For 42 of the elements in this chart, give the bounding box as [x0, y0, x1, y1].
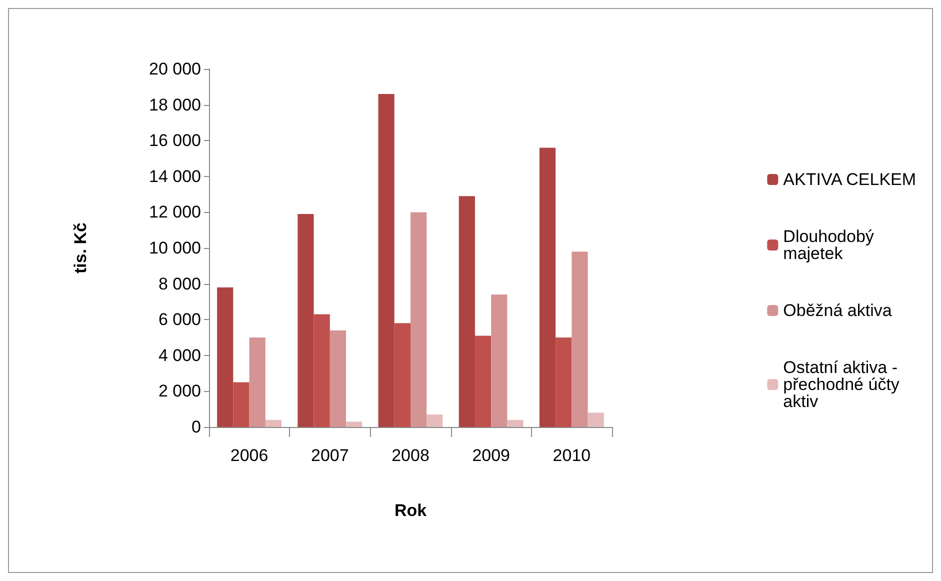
x-tick-label: 2010 [552, 446, 591, 465]
legend-label: Dlouhodobý majetek [783, 227, 879, 263]
bar [298, 214, 314, 427]
bar [507, 420, 524, 427]
bar [426, 414, 443, 427]
y-tick-label: 16 000 [149, 131, 201, 150]
y-tick-label: 14 000 [149, 166, 201, 186]
bar [249, 338, 266, 427]
bar [394, 323, 410, 427]
bar [330, 330, 346, 427]
bar [458, 196, 475, 427]
x-tick-label: 2007 [310, 446, 349, 465]
x-tick-label: 2009 [472, 446, 510, 465]
bar [410, 212, 427, 427]
y-tick-label: 2 000 [158, 382, 201, 401]
y-axis-title: tis. Kč [71, 222, 90, 274]
bar [346, 422, 362, 427]
legend-label: Oběžná aktiva [783, 301, 892, 320]
x-tick-label: 2008 [392, 446, 430, 465]
bar [314, 314, 330, 427]
y-tick-label: 18 000 [149, 95, 201, 114]
bar [378, 94, 394, 427]
bar [491, 294, 508, 427]
x-tick-label: 2006 [230, 446, 268, 465]
y-tick-label: 8 000 [158, 274, 201, 294]
bar [233, 382, 250, 427]
bar [539, 148, 556, 427]
y-tick-label: 10 000 [149, 238, 201, 258]
legend-label: Ostatní aktiva - přechodné účty aktiv [783, 358, 904, 411]
y-tick-label: 12 000 [149, 202, 201, 222]
legend-label: AKTIVA CELKEM [783, 170, 916, 189]
y-tick-label: 20 000 [149, 60, 201, 78]
y-tick-label: 6 000 [158, 310, 201, 330]
y-tick-label: 0 [192, 418, 201, 436]
bar [572, 252, 588, 427]
bar [265, 420, 282, 427]
y-tick-label: 4 000 [158, 346, 201, 365]
bar [474, 336, 492, 427]
x-axis-title: Rok [394, 501, 428, 520]
bar [588, 412, 604, 427]
bar [217, 287, 234, 427]
bar [556, 338, 572, 427]
